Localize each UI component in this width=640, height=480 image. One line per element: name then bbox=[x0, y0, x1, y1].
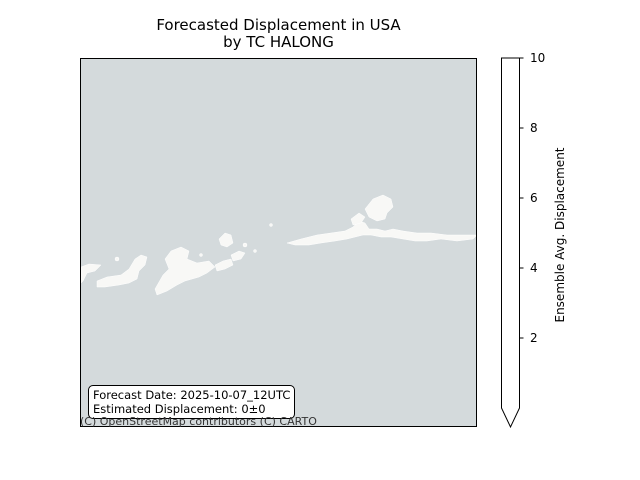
estimated-displacement: Estimated Displacement: 0±0 bbox=[93, 402, 266, 416]
colorbar-tick-label: 2 bbox=[530, 331, 538, 345]
colorbar-body bbox=[501, 57, 520, 429]
title-line-1: Forecasted Displacement in USA bbox=[156, 16, 401, 34]
islet bbox=[114, 256, 120, 262]
island-small-c bbox=[230, 250, 246, 262]
colorbar-tick-label: 4 bbox=[530, 261, 538, 275]
island-group-west bbox=[96, 254, 148, 288]
colorbar-ticks bbox=[519, 57, 524, 339]
map-panel[interactable] bbox=[80, 58, 477, 427]
forecast-info-box: Forecast Date: 2025-10-07_12UTC Estimate… bbox=[88, 385, 296, 419]
island-small-a bbox=[214, 258, 234, 272]
islet bbox=[253, 249, 257, 253]
islet bbox=[269, 223, 273, 227]
colorbar-tick-label: 10 bbox=[530, 51, 546, 65]
island-small-b bbox=[218, 232, 234, 248]
island-chain bbox=[81, 194, 476, 296]
island-chain-east bbox=[286, 220, 476, 246]
colorbar-label: Ensemble Avg. Displacement bbox=[553, 147, 567, 323]
colorbar-tick-label: 8 bbox=[530, 121, 538, 135]
island-group-central bbox=[154, 246, 216, 296]
islet bbox=[199, 253, 203, 257]
colorbar bbox=[501, 57, 524, 429]
map-attribution: (C) OpenStreetMap contributors (C) CARTO bbox=[80, 415, 317, 428]
forecast-date: Forecast Date: 2025-10-07_12UTC bbox=[93, 388, 291, 402]
map-title: Forecasted Displacement in USA by TC HAL… bbox=[80, 17, 477, 51]
islet bbox=[242, 242, 248, 248]
island-east-peak bbox=[364, 194, 394, 222]
island-west-edge bbox=[81, 263, 102, 284]
colorbar-tick-label: 6 bbox=[530, 191, 538, 205]
island-east-small bbox=[350, 212, 366, 226]
title-line-2: by TC HALONG bbox=[223, 33, 334, 51]
